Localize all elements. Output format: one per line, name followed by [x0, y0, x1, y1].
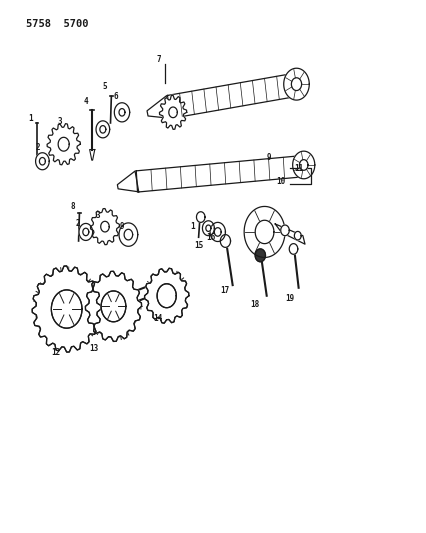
Polygon shape — [244, 206, 284, 257]
Polygon shape — [144, 268, 188, 323]
Polygon shape — [36, 271, 183, 337]
Polygon shape — [32, 266, 101, 352]
Polygon shape — [299, 160, 307, 170]
Text: 18: 18 — [250, 300, 259, 309]
Text: 9: 9 — [266, 153, 271, 162]
Text: 4: 4 — [83, 97, 88, 106]
Polygon shape — [167, 74, 291, 119]
Polygon shape — [117, 171, 138, 192]
Polygon shape — [79, 223, 92, 240]
Polygon shape — [220, 235, 230, 247]
Polygon shape — [101, 291, 126, 322]
Polygon shape — [294, 231, 300, 240]
Polygon shape — [168, 107, 177, 118]
Polygon shape — [196, 212, 204, 222]
Polygon shape — [47, 124, 80, 165]
Polygon shape — [157, 284, 176, 308]
Text: 3: 3 — [57, 117, 62, 126]
Polygon shape — [101, 291, 126, 322]
Polygon shape — [101, 221, 109, 232]
Text: 5758  5700: 5758 5700 — [26, 19, 89, 29]
Text: 15: 15 — [194, 241, 203, 250]
Text: 9: 9 — [119, 222, 124, 231]
Polygon shape — [96, 121, 109, 138]
Polygon shape — [85, 271, 141, 342]
Text: 14: 14 — [153, 314, 162, 323]
Polygon shape — [89, 150, 95, 160]
Text: 16: 16 — [206, 233, 216, 242]
Text: 3: 3 — [95, 212, 100, 221]
Polygon shape — [119, 109, 125, 116]
Text: 1: 1 — [190, 222, 194, 231]
Text: 19: 19 — [285, 294, 294, 303]
Text: 1: 1 — [28, 114, 33, 123]
Polygon shape — [51, 290, 82, 328]
Polygon shape — [292, 151, 314, 179]
Text: 13: 13 — [89, 344, 98, 353]
Text: 10: 10 — [276, 177, 285, 186]
Text: 11: 11 — [294, 164, 302, 173]
Polygon shape — [85, 271, 141, 342]
Polygon shape — [144, 268, 188, 323]
Polygon shape — [202, 221, 214, 236]
Text: 6: 6 — [113, 92, 118, 101]
Polygon shape — [255, 249, 265, 262]
Polygon shape — [157, 284, 176, 308]
Text: 2: 2 — [76, 220, 80, 229]
Polygon shape — [214, 228, 221, 236]
Polygon shape — [275, 224, 304, 244]
Text: 5: 5 — [102, 82, 107, 91]
Polygon shape — [255, 220, 273, 244]
Polygon shape — [83, 228, 89, 236]
Polygon shape — [283, 68, 308, 100]
Polygon shape — [119, 223, 138, 246]
Polygon shape — [136, 156, 299, 192]
Text: 2: 2 — [36, 143, 40, 152]
Polygon shape — [288, 244, 297, 254]
Polygon shape — [210, 222, 225, 241]
Text: 12: 12 — [51, 348, 60, 357]
Text: 17: 17 — [220, 286, 229, 295]
Polygon shape — [32, 266, 101, 352]
Polygon shape — [39, 158, 45, 165]
Polygon shape — [205, 225, 210, 231]
Polygon shape — [291, 78, 301, 91]
Polygon shape — [159, 95, 186, 130]
Polygon shape — [147, 95, 170, 118]
Polygon shape — [35, 153, 49, 169]
Text: 8: 8 — [71, 202, 75, 211]
Polygon shape — [280, 225, 288, 236]
Text: 7: 7 — [156, 55, 161, 63]
Polygon shape — [114, 103, 130, 122]
Polygon shape — [100, 126, 106, 133]
Polygon shape — [90, 208, 119, 245]
Polygon shape — [51, 290, 82, 328]
Polygon shape — [124, 229, 132, 240]
Polygon shape — [58, 138, 69, 151]
